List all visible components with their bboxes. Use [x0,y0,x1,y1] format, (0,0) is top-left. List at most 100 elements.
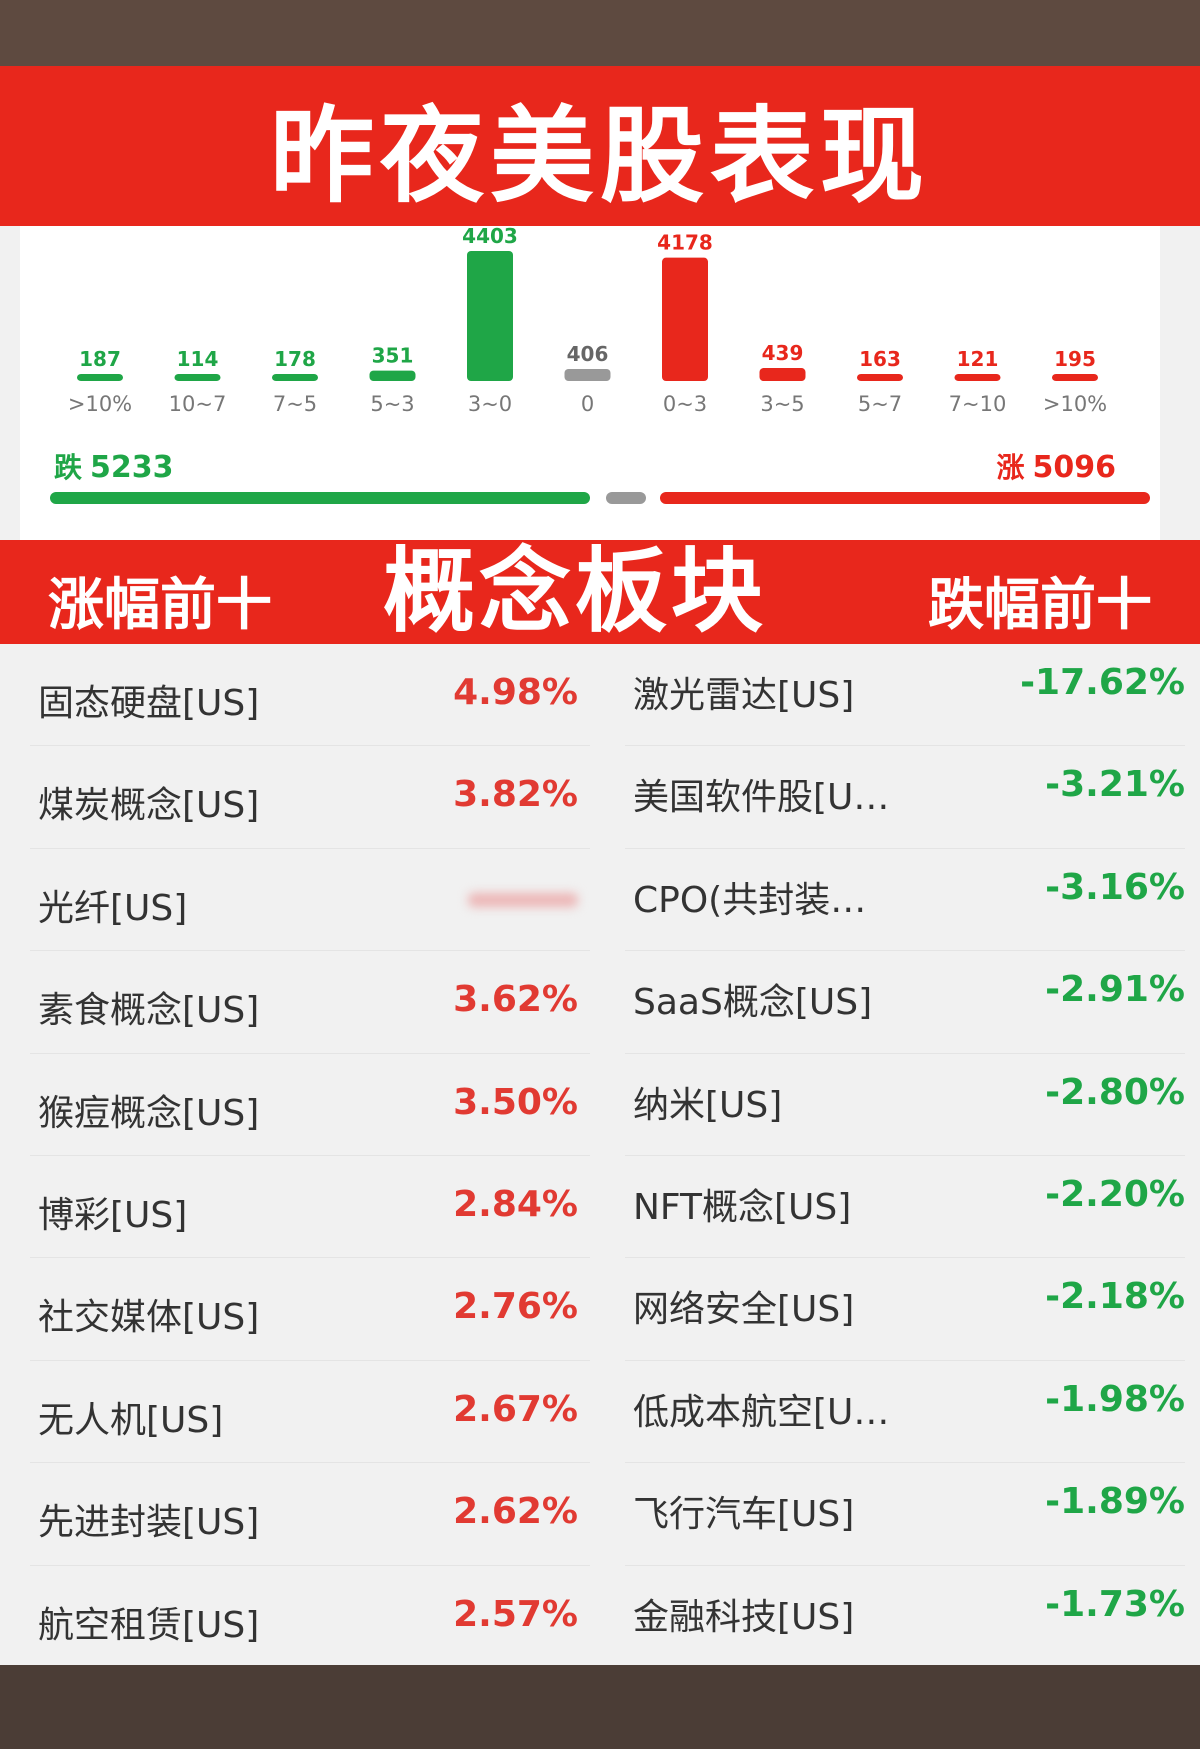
loser-row: NFT概念[US] -2.20% [625,1156,1185,1259]
sector-name: 美国软件股[U… [633,777,890,819]
sector-name: 固态硬盘[US] [38,683,260,724]
sector-change-pct: 2.84% [453,1183,578,1225]
concept-sector-title: 概念板块 [0,540,1200,644]
advance-count: 5096 [1032,450,1117,485]
bar-category-label: 5~7 [858,392,902,416]
loser-row: 激光雷达[US] -17.62% [625,644,1185,747]
losers-list: 激光雷达[US] -17.62% 美国软件股[U… -3.21% CPO(共封装… -3.… [625,644,1185,1668]
bar-category-label: 7~10 [949,392,1007,416]
bar-category-label: 10~7 [169,392,227,416]
sector-name: 航空租赁[US] [38,1604,260,1646]
gainer-row: 煤炭概念[US] 3.82% [30,746,590,849]
advance-ratio-bar [660,492,1150,504]
bar-value-label: 406 [567,342,609,366]
sector-change-pct: -3.21% [1045,764,1185,806]
sector-name: 光纤[US] [38,887,188,929]
top-losers-title: 跌幅前十 [928,573,1152,638]
distribution-bar [662,257,708,381]
sector-name: SaaS概念[US] [633,982,873,1024]
sector-name: 飞行汽车[US] [633,1494,855,1536]
gainer-row: 无人机[US] 2.67% [30,1361,590,1464]
loser-row: 纳米[US] -2.80% [625,1054,1185,1156]
sector-name: 激光雷达[US] [633,675,855,716]
distribution-chart: 187 >10% 114 10~7 178 7~5 351 5~3 4403 3~0 406 0 417… [68,226,1107,416]
sector-change-pct: 2.62% [453,1491,578,1533]
bar-value-label: 121 [957,347,999,371]
sector-change-pct: 3.82% [453,774,578,816]
bottom-background-strip [0,1665,1200,1749]
gainer-row: 光纤[US] [30,849,590,952]
sector-change-pct: 2.76% [453,1286,578,1328]
decline-ratio-bar [50,492,590,504]
sector-change-pct: -17.62% [1020,662,1185,703]
top-gainers-title: 涨幅前十 [48,573,272,638]
sector-change-pct: -1.73% [1045,1583,1185,1625]
gainer-row: 素食概念[US] 3.62% [30,951,590,1054]
sector-name: 社交媒体[US] [38,1297,260,1339]
gainer-row: 先进封装[US] 2.62% [30,1463,590,1566]
distribution-bar [954,374,1001,381]
gainer-row: 博彩[US] 2.84% [30,1156,590,1259]
bar-category-label: 0~3 [663,392,707,416]
loser-row: 低成本航空[U… -1.98% [625,1361,1185,1464]
sector-change-pct: -1.89% [1045,1481,1185,1523]
gainer-row: 猴痘概念[US] 3.50% [30,1054,590,1156]
bar-value-label: 351 [372,344,414,368]
sector-change-pct: 4.98% [453,672,578,713]
gainer-row: 航空租赁[US] 2.57% [30,1566,590,1668]
distribution-bar [272,374,318,381]
loser-row: 美国软件股[U… -3.21% [625,746,1185,849]
sector-name: 网络安全[US] [633,1289,855,1331]
sector-name: NFT概念[US] [633,1186,852,1228]
distribution-bar [759,368,806,381]
sector-change-pct: -2.80% [1045,1071,1185,1113]
distribution-bar [369,370,416,381]
distribution-bar [174,374,221,381]
sector-change-pct: 3.50% [453,1081,578,1123]
gainers-list: 固态硬盘[US] 4.98% 煤炭概念[US] 3.82% 光纤[US] 素食概念[US]… [30,644,590,1668]
sector-name: 煤炭概念[US] [38,785,260,827]
bar-category-label: >10% [1043,392,1107,416]
distribution-bar [77,374,123,381]
sector-name: 素食概念[US] [38,990,260,1032]
sector-name: 纳米[US] [633,1084,783,1126]
concept-sector-banner: 涨幅前十 概念板块 跌幅前十 [0,540,1200,644]
distribution-panel: 187 >10% 114 10~7 178 7~5 351 5~3 4403 3~0 406 0 417… [20,226,1160,596]
sector-tables: 固态硬盘[US] 4.98% 煤炭概念[US] 3.82% 光纤[US] 素食概念[US]… [0,644,1200,1668]
distribution-bar [467,251,513,381]
flat-ratio-bar [606,492,646,504]
bar-category-label: >10% [68,392,132,416]
sector-change-pct: -3.16% [1045,866,1185,908]
bar-value-label: 439 [762,341,804,365]
bar-category-label: 3~5 [760,392,804,416]
decline-label: 跌 [54,451,83,484]
page-title: 昨夜美股表现 [269,94,930,217]
loser-row: SaaS概念[US] -2.91% [625,951,1185,1054]
sector-name: 先进封装[US] [38,1502,260,1544]
loser-row: 网络安全[US] -2.18% [625,1258,1185,1361]
top-background-strip [0,0,1200,66]
bar-value-label: 195 [1054,347,1096,371]
decline-count: 5233 [90,450,174,485]
bar-category-label: 0 [581,392,594,416]
distribution-bar [857,374,903,381]
sector-change-pct: -2.20% [1045,1173,1185,1215]
sector-change-pct: 3.62% [453,979,578,1021]
distribution-bar [564,369,611,381]
loser-row: CPO(共封装… -3.16% [625,849,1185,952]
distribution-bar [1052,374,1098,381]
sector-name: 金融科技[US] [633,1596,855,1638]
decline-summary: 跌 5233 [54,446,174,486]
advance-summary: 涨 5096 [996,446,1116,486]
concept-sector-text: 概念板块 [382,540,767,644]
sector-change-pct: 2.67% [453,1388,578,1430]
sector-name: 低成本航空[U… [633,1391,890,1433]
loser-row: 金融科技[US] -1.73% [625,1566,1185,1668]
bar-category-label: 3~0 [468,392,512,416]
title-banner: 昨夜美股表现 [0,66,1200,226]
sector-change-pct: -1.98% [1045,1378,1185,1420]
sector-change-pct: -2.18% [1045,1276,1185,1318]
sector-name: 博彩[US] [38,1194,188,1236]
market-summary-card: 昨夜美股表现 187 >10% 114 10~7 178 7~5 351 5~3 4403 3~0… [0,66,1200,1668]
bar-category-label: 7~5 [273,392,317,416]
